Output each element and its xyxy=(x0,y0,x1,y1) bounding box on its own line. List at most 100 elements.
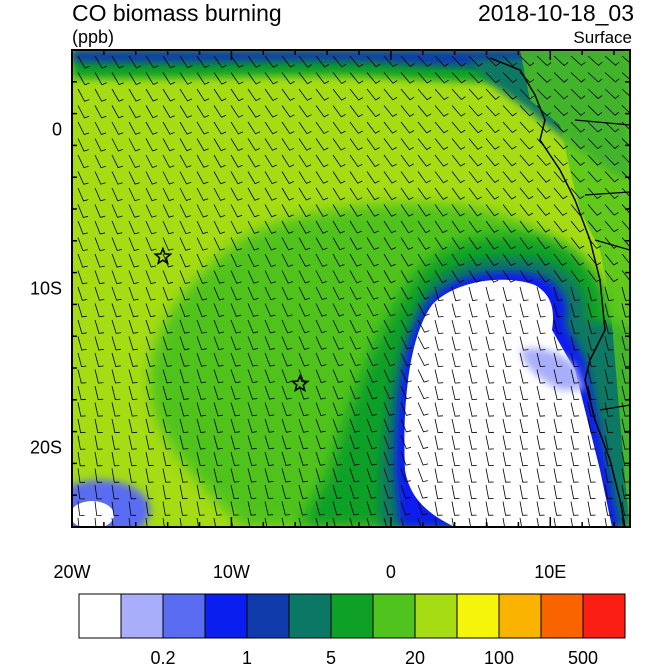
wind-barb xyxy=(485,154,500,167)
wind-barb xyxy=(485,336,495,351)
wind-barb xyxy=(485,303,495,318)
wind-barb xyxy=(417,352,430,366)
wind-barb xyxy=(298,303,310,317)
wind-barb xyxy=(213,319,224,334)
wind-barb xyxy=(502,105,517,117)
wind-barb xyxy=(621,402,630,417)
wind-barb xyxy=(196,484,205,500)
wind-barb xyxy=(366,204,380,217)
wind-barb xyxy=(502,253,516,267)
wind-barb xyxy=(180,535,187,549)
field-southwest-white xyxy=(72,501,114,527)
wind-barb xyxy=(213,121,227,135)
map-frame xyxy=(71,49,631,528)
wind-barb xyxy=(128,270,139,285)
wind-barb xyxy=(230,286,242,301)
wind-barb xyxy=(469,535,476,549)
wind-barb xyxy=(213,501,222,516)
wind-barb xyxy=(247,121,261,135)
wind-barb xyxy=(264,154,278,168)
wind-barb xyxy=(519,88,535,100)
wind-barb xyxy=(468,72,483,84)
wind-barb xyxy=(94,187,106,202)
wind-barb xyxy=(502,468,511,483)
wind-barb xyxy=(213,402,223,417)
wind-barb xyxy=(145,72,159,85)
wind-barb xyxy=(213,187,226,201)
wind-barb xyxy=(281,55,295,68)
colorbar-swatch xyxy=(204,593,248,639)
wind-barb xyxy=(383,385,395,400)
wind-barb xyxy=(145,121,158,135)
wind-barb xyxy=(468,303,478,318)
wind-barb xyxy=(434,303,444,318)
wind-barb xyxy=(519,451,528,467)
wind-barb xyxy=(468,286,478,301)
wind-barb xyxy=(570,72,586,83)
wind-barb xyxy=(434,237,448,250)
wind-barb xyxy=(451,154,466,167)
wind-barb xyxy=(196,385,207,400)
wind-barb xyxy=(281,319,293,334)
wind-barb xyxy=(247,88,261,102)
wind-barb xyxy=(434,220,448,234)
wind-barb xyxy=(333,535,341,549)
wind-barb xyxy=(128,402,138,417)
wind-barb xyxy=(519,385,529,401)
wind-barb xyxy=(163,535,170,549)
wind-barb xyxy=(145,484,154,500)
wind-barb xyxy=(485,55,501,67)
wind-barb xyxy=(111,319,122,334)
wind-barb xyxy=(281,451,291,466)
country-border xyxy=(574,119,630,411)
colorbar-swatch xyxy=(330,593,374,639)
wind-barb xyxy=(383,55,398,68)
wind-barb xyxy=(553,187,568,200)
wind-barb xyxy=(315,204,328,217)
wind-barb xyxy=(400,336,413,350)
wind-barb xyxy=(468,138,483,150)
wind-barb xyxy=(281,121,295,135)
wind-barb xyxy=(587,336,597,351)
wind-barb xyxy=(145,237,157,251)
wind-barb xyxy=(213,154,226,168)
wind-barb xyxy=(281,418,292,433)
wind-barb xyxy=(213,204,226,218)
wind-barb xyxy=(604,253,619,266)
wind-barb xyxy=(639,485,647,499)
wind-barb xyxy=(128,451,137,467)
wind-barb xyxy=(111,270,122,285)
wind-barb xyxy=(570,204,585,216)
wind-barb xyxy=(230,138,243,152)
wind-barb xyxy=(366,138,380,151)
wind-barb xyxy=(162,105,175,119)
wind-barb xyxy=(400,138,415,151)
wind-barb xyxy=(298,138,312,151)
wind-barb xyxy=(639,205,650,215)
wind-barb xyxy=(434,352,444,368)
wind-barb xyxy=(553,484,562,500)
wind-barb xyxy=(570,237,585,250)
wind-barb xyxy=(417,402,429,416)
wind-barb xyxy=(536,286,546,301)
wind-barb xyxy=(417,336,430,350)
wind-barb xyxy=(315,220,328,234)
wind-barb xyxy=(145,451,154,467)
wind-barb xyxy=(519,171,534,183)
wind-barb xyxy=(128,484,137,500)
wind-barb xyxy=(315,336,327,350)
wind-barb xyxy=(621,138,630,148)
wind-barb xyxy=(94,253,105,268)
wind-barb xyxy=(587,105,603,116)
wind-barb xyxy=(298,253,311,267)
wind-barb xyxy=(383,336,396,350)
wind-barb xyxy=(604,138,620,150)
wind-barb xyxy=(94,237,105,252)
wind-barb xyxy=(553,55,569,67)
wind-barb xyxy=(95,535,101,549)
wind-barb xyxy=(604,385,614,401)
wind-barb xyxy=(451,55,466,67)
wind-barb xyxy=(604,418,614,434)
wind-barb xyxy=(77,352,87,368)
wind-barb xyxy=(519,105,534,117)
